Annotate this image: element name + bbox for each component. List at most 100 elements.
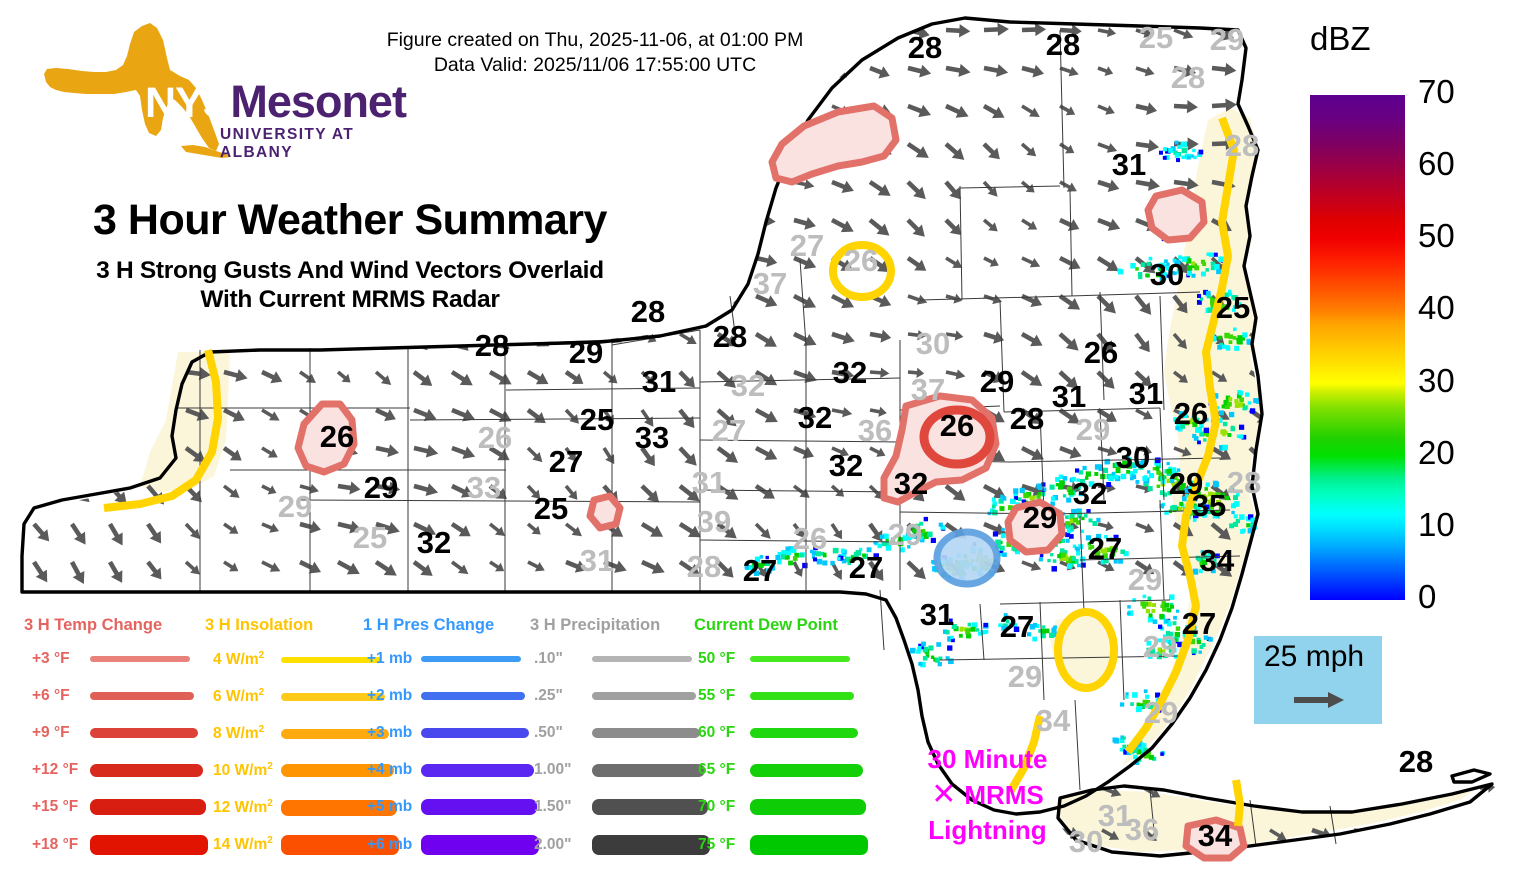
radar-pixel — [885, 541, 892, 547]
radar-pixel — [1222, 421, 1228, 427]
legend-row-label: 10 W/m2 — [213, 761, 273, 780]
legend-row: 70 °F — [694, 798, 868, 816]
wind-vector-arrow — [413, 101, 438, 115]
legend-row: 12 W/m2 — [205, 798, 399, 817]
radar-pixel — [1228, 411, 1235, 418]
radar-pixel — [822, 560, 828, 566]
wind-vector-arrow — [792, 28, 809, 44]
radar-pixel — [1166, 461, 1170, 466]
radar-pixel — [1178, 255, 1183, 260]
wind-vector-arrow — [260, 104, 279, 118]
radar-pixel — [1210, 568, 1216, 574]
wind-vector-arrow — [1097, 142, 1118, 153]
radar-pixel — [1207, 491, 1213, 497]
wind-vector-arrow — [678, 560, 701, 576]
radar-pixel — [1224, 332, 1230, 339]
radar-pixel — [1059, 480, 1065, 486]
legend-row: +18 °F — [24, 835, 208, 855]
wind-vector-arrow — [488, 218, 508, 233]
radar-pixel — [1168, 466, 1172, 471]
wind-vector-arrow — [678, 66, 701, 82]
radar-pixel — [1189, 638, 1196, 645]
legend-color-swatch — [750, 692, 854, 700]
state-outline — [20, 16, 1494, 858]
wind-vector-arrow — [982, 218, 998, 232]
colorbar-tick-60: 60 — [1418, 145, 1455, 183]
radar-pixel — [858, 547, 863, 552]
wind-vector-arrow — [375, 179, 398, 193]
wind-vector-arrow — [527, 62, 544, 73]
wind-vector-arrow — [33, 214, 59, 228]
legend-row: 6 W/m2 — [205, 687, 399, 706]
radar-pixel — [1171, 645, 1175, 650]
legend-color-swatch — [750, 835, 868, 855]
radar-pixel — [1158, 624, 1163, 629]
radar-pixel — [1218, 335, 1223, 340]
wind-vector-arrow — [261, 331, 285, 345]
wind-vector-arrow — [1479, 826, 1495, 837]
gust-value-label: 31 — [1052, 379, 1086, 414]
wind-vector-arrow — [32, 293, 54, 308]
radar-pixel — [812, 557, 818, 562]
wind-vector-arrow — [565, 140, 589, 154]
legend-color-swatch — [750, 799, 866, 815]
radar-pixel — [1222, 432, 1226, 437]
radar-pixel — [762, 561, 767, 567]
radar-pixel — [1006, 542, 1012, 547]
wind-vector-arrow — [337, 520, 362, 534]
wind-vector-arrow — [299, 293, 321, 308]
radar-pixel — [1196, 293, 1202, 299]
wind-vector-arrow — [69, 560, 85, 585]
radar-pixel — [1238, 424, 1245, 430]
radar-pixel — [1228, 292, 1233, 297]
wind-vector-arrow — [1395, 825, 1416, 837]
radar-pixel — [998, 498, 1004, 504]
wind-vector-arrow — [830, 523, 842, 540]
radar-pixel — [1087, 542, 1092, 546]
colorbar-tick-50: 50 — [1418, 217, 1455, 255]
radar-pixel — [1082, 465, 1087, 471]
wind-vector-arrow — [868, 218, 890, 236]
wind-vector-arrow — [1020, 370, 1043, 387]
radar-pixel — [922, 531, 928, 537]
wind-vector-arrow — [906, 560, 926, 580]
radar-pixel — [1162, 271, 1166, 275]
radar-pixel — [1228, 334, 1234, 339]
wind-vector-arrow — [1211, 27, 1234, 41]
radar-pixel — [1071, 556, 1076, 561]
radar-pixel — [1201, 559, 1208, 566]
gust-value-label: 26 — [1084, 335, 1118, 370]
wind-vector-arrow — [223, 255, 246, 270]
wind-reference-label: 25 mph — [1264, 640, 1365, 673]
radar-pixel — [873, 553, 879, 559]
wind-vector-arrow — [413, 444, 439, 458]
radar-pixel — [1148, 472, 1155, 479]
legend-row-label: 8 W/m2 — [213, 724, 265, 743]
wind-vector-arrow — [147, 328, 171, 343]
gust-value-label: 27 — [549, 444, 583, 479]
radar-pixel — [916, 649, 921, 654]
radar-pixel — [1071, 476, 1076, 482]
wind-vector-arrow — [907, 367, 925, 379]
radar-pixel — [980, 630, 985, 635]
radar-pixel — [1155, 692, 1161, 698]
radar-pixel — [1039, 553, 1044, 558]
legend-swatch-wrap — [281, 692, 399, 701]
radar-pixel — [1146, 651, 1152, 656]
radar-pixel — [1212, 393, 1219, 399]
legend-row: 65 °F — [694, 761, 868, 779]
radar-pixel — [1179, 501, 1184, 506]
radar-pixel — [885, 538, 889, 542]
radar-pixel — [1076, 478, 1080, 482]
radar-pixel — [1147, 616, 1154, 623]
radar-pixel — [1077, 513, 1083, 519]
radar-pixel — [1250, 517, 1256, 523]
radar-pixel — [1143, 753, 1150, 759]
legend-row: +6 °F — [24, 687, 208, 705]
legend-row-label: 14 W/m2 — [213, 835, 273, 854]
radar-pixel — [1070, 525, 1074, 529]
radar-pixel — [999, 545, 1005, 551]
gust-value-label: 30 — [1069, 824, 1103, 859]
radar-pixel — [921, 528, 926, 533]
